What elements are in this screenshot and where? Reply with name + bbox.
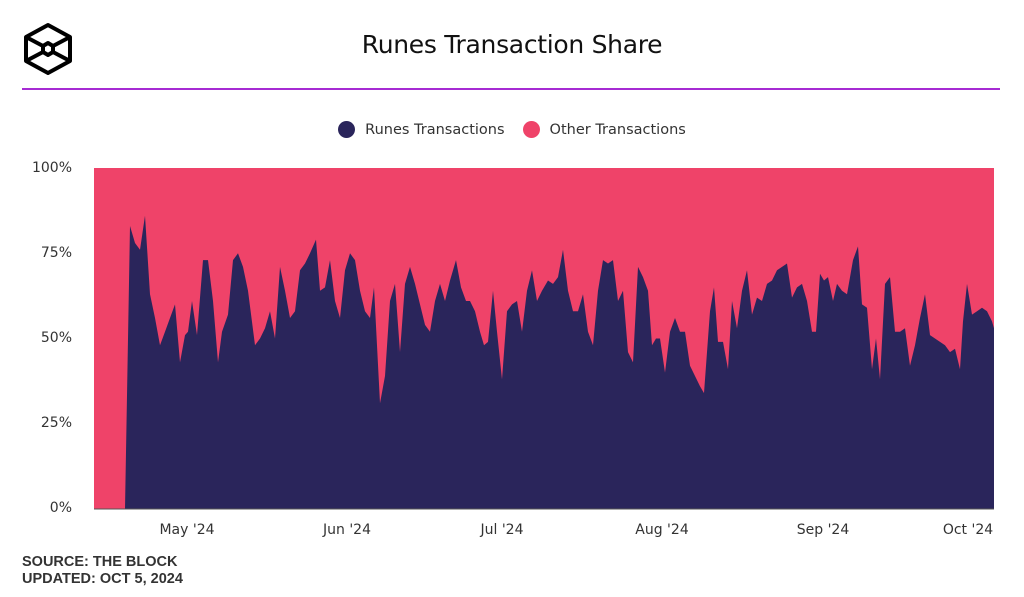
legend-dot-icon xyxy=(338,121,356,138)
legend-dot-icon xyxy=(522,121,540,138)
x-tick-label: May '24 xyxy=(159,522,215,538)
x-tick-label: Sep '24 xyxy=(796,522,850,538)
legend: Runes Transactions Other Transactions xyxy=(0,121,1024,138)
y-tick-label: 50% xyxy=(40,330,72,346)
y-tick-label: 0% xyxy=(49,500,72,516)
legend-label: Other Transactions xyxy=(549,121,686,138)
title-divider xyxy=(22,88,1000,90)
runes-transactions-area[interactable] xyxy=(94,215,994,509)
footer: SOURCE: THE BLOCK UPDATED: OCT 5, 2024 xyxy=(22,554,183,588)
updated-text: UPDATED: OCT 5, 2024 xyxy=(22,571,183,587)
source-text: SOURCE: THE BLOCK xyxy=(22,554,178,570)
hexagon-cube-logo-icon xyxy=(24,23,72,75)
y-tick-label: 100% xyxy=(31,160,72,176)
chart-title: Runes Transaction Share xyxy=(361,30,663,59)
y-tick-label: 75% xyxy=(40,245,72,261)
x-tick-label: Aug '24 xyxy=(635,522,689,538)
legend-item-other[interactable]: Other Transactions xyxy=(522,121,686,138)
x-tick-label: Jul '24 xyxy=(480,522,524,538)
x-tick-label: Oct '24 xyxy=(942,522,994,538)
x-tick-label: Jun '24 xyxy=(323,522,371,538)
legend-label: Runes Transactions xyxy=(365,121,505,138)
legend-item-runes[interactable]: Runes Transactions xyxy=(338,121,505,138)
y-tick-label: 25% xyxy=(40,415,72,431)
